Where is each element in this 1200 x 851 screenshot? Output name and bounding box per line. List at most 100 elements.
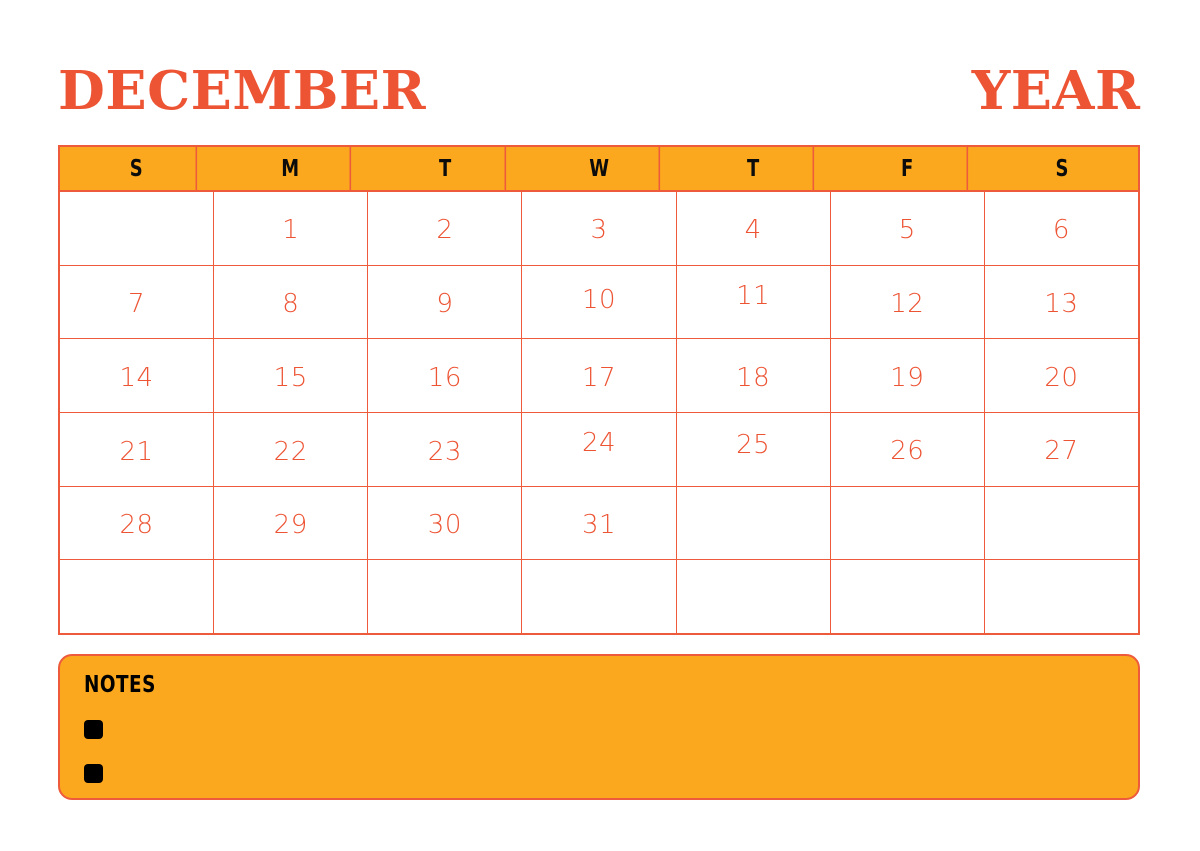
- day-cell[interactable]: [677, 560, 831, 634]
- day-number: 25: [736, 430, 771, 461]
- day-number: 28: [119, 510, 154, 541]
- day-cell[interactable]: [985, 560, 1138, 633]
- day-number: 19: [890, 362, 925, 393]
- day-number: 8: [282, 289, 300, 319]
- day-cell[interactable]: 7: [60, 265, 215, 339]
- day-number: 29: [273, 510, 308, 541]
- day-cell[interactable]: 4: [677, 192, 831, 265]
- week-row: 7 8 9 10 11 12 13: [60, 265, 1138, 340]
- day-number: 6: [1052, 215, 1070, 246]
- day-header-tuesday: T: [386, 147, 506, 190]
- year-title: YEAR: [971, 60, 1140, 122]
- day-cell[interactable]: 5: [831, 192, 985, 265]
- day-number: 17: [581, 362, 617, 393]
- day-cell[interactable]: [368, 560, 523, 634]
- day-cell[interactable]: 29: [214, 486, 369, 560]
- note-text[interactable]: [103, 758, 1138, 788]
- day-cell[interactable]: 31: [522, 486, 677, 560]
- day-cell[interactable]: [677, 486, 831, 560]
- day-number: 26: [890, 436, 925, 467]
- checkbox-square-icon[interactable]: [84, 763, 103, 783]
- week-row: 14 15 16 17 18 19 20: [60, 339, 1138, 414]
- day-cell[interactable]: [60, 560, 215, 634]
- day-cell[interactable]: 8: [214, 265, 369, 339]
- page-header: DECEMBER YEAR: [58, 56, 1140, 118]
- week-row: [60, 560, 1138, 634]
- day-number: 1: [282, 215, 300, 246]
- day-number: 15: [273, 362, 308, 393]
- day-cell[interactable]: 9: [368, 265, 523, 339]
- calendar-grid: S M T W T F S 1 2 3 4 5 6 7 8 9 10 11 12…: [58, 145, 1140, 635]
- day-cell[interactable]: 17: [522, 339, 677, 413]
- day-number: 20: [1044, 362, 1079, 393]
- day-number: 5: [898, 215, 916, 246]
- day-cell[interactable]: 22: [214, 413, 369, 486]
- day-cell[interactable]: [985, 487, 1138, 560]
- day-cell[interactable]: 24: [522, 413, 677, 486]
- day-cell[interactable]: [60, 192, 215, 265]
- week-row: 1 2 3 4 5 6: [60, 192, 1138, 266]
- day-cell[interactable]: 12: [831, 265, 985, 339]
- day-cell[interactable]: 13: [985, 266, 1138, 339]
- day-number: 7: [128, 289, 146, 319]
- day-cell[interactable]: 19: [831, 339, 985, 413]
- day-number: 23: [427, 437, 462, 468]
- month-title: DECEMBER: [58, 60, 427, 122]
- day-header-wednesday: W: [540, 147, 661, 190]
- day-number: 22: [273, 437, 308, 468]
- day-number: 16: [427, 362, 462, 393]
- day-cell[interactable]: 15: [214, 339, 369, 413]
- day-cell[interactable]: 23: [368, 413, 523, 486]
- day-header-friday: F: [848, 147, 969, 190]
- day-number: 18: [736, 362, 771, 393]
- day-header-monday: M: [231, 147, 352, 190]
- day-number: 10: [581, 285, 617, 315]
- day-number: 14: [119, 362, 154, 393]
- note-list-item[interactable]: [84, 714, 1138, 744]
- day-number: 4: [744, 215, 762, 246]
- day-cell[interactable]: [831, 486, 985, 560]
- day-cell[interactable]: 27: [985, 413, 1138, 486]
- day-of-week-header-row: S M T W T F S: [60, 147, 1138, 192]
- day-cell[interactable]: 2: [368, 192, 523, 265]
- day-cell[interactable]: 30: [368, 486, 523, 560]
- day-cell[interactable]: 11: [677, 265, 831, 339]
- day-cell[interactable]: 6: [985, 192, 1138, 265]
- day-cell[interactable]: 18: [677, 339, 831, 413]
- day-cell[interactable]: [522, 560, 677, 634]
- day-cell[interactable]: 21: [60, 413, 215, 486]
- day-number: 11: [736, 281, 771, 311]
- day-cell[interactable]: 26: [831, 413, 985, 486]
- notes-title: NOTES: [84, 672, 156, 698]
- day-cell[interactable]: [831, 560, 985, 634]
- day-cell[interactable]: 20: [985, 339, 1138, 412]
- day-number: 31: [581, 510, 617, 541]
- day-number: 12: [890, 289, 925, 319]
- day-number: 24: [581, 428, 617, 459]
- checkbox-square-icon[interactable]: [84, 719, 103, 739]
- day-number: 13: [1044, 289, 1079, 319]
- day-number: 27: [1044, 436, 1079, 467]
- day-number: 9: [436, 289, 454, 319]
- notes-panel[interactable]: NOTES: [58, 654, 1140, 800]
- day-cell[interactable]: 28: [60, 486, 215, 560]
- day-number: 2: [436, 215, 454, 246]
- day-cell[interactable]: [214, 560, 369, 634]
- day-cell[interactable]: 25: [677, 413, 831, 486]
- day-header-saturday: S: [1055, 155, 1069, 182]
- note-list-item[interactable]: [84, 758, 1138, 788]
- day-number: 21: [119, 437, 154, 468]
- week-row: 28 29 30 31: [60, 486, 1138, 561]
- note-text[interactable]: [103, 714, 1138, 744]
- day-cell[interactable]: 10: [522, 265, 677, 339]
- day-number: 30: [427, 510, 462, 541]
- day-header-sunday: S: [77, 147, 198, 190]
- day-cell[interactable]: 1: [214, 192, 369, 265]
- day-number: 3: [590, 215, 608, 246]
- day-cell[interactable]: 3: [522, 192, 677, 265]
- week-row: 21 22 23 24 25 26 27: [60, 413, 1138, 487]
- day-header-thursday: T: [694, 147, 815, 190]
- day-cell[interactable]: 14: [60, 339, 215, 413]
- day-cell[interactable]: 16: [368, 339, 523, 413]
